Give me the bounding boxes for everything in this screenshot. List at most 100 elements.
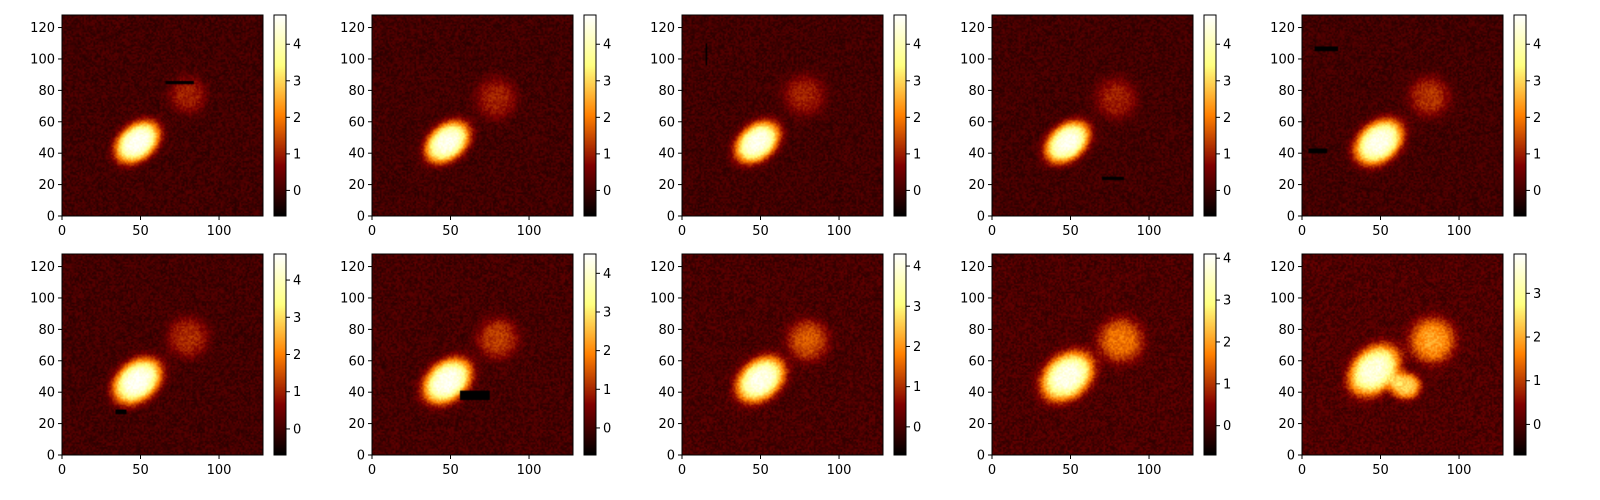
y-tick-label: 120	[650, 21, 675, 36]
colorbar-gradient	[1204, 254, 1216, 455]
colorbar-gradient	[584, 254, 596, 455]
x-tick-label: 50	[1372, 224, 1389, 239]
heatmap-panel-5: 0 50 100 0 20 40 60 80 100 120 0 1 2 3 4	[1270, 14, 1541, 239]
colorbar-tick-label: 2	[293, 348, 301, 363]
colorbar-frame	[893, 14, 907, 217]
y-tick-label: 120	[960, 21, 985, 36]
colorbar-gradient	[584, 15, 596, 216]
x-tick-label: 100	[1447, 463, 1472, 478]
x-tick-label: 0	[988, 224, 996, 239]
colorbar-gradient	[274, 254, 286, 455]
x-tick-label: 50	[1372, 463, 1389, 478]
x-tick-label: 0	[678, 224, 686, 239]
y-tick-label: 100	[340, 52, 365, 67]
x-tick-label: 0	[988, 463, 996, 478]
colorbar-tick-label: 1	[1533, 147, 1541, 162]
colorbar-tick-label: 2	[603, 111, 611, 126]
y-tick-label: 80	[1278, 84, 1295, 99]
x-tick-label: 50	[752, 463, 769, 478]
colorbar-frame	[1203, 253, 1217, 456]
y-tick-label: 80	[38, 84, 55, 99]
heatmap-image	[992, 15, 1193, 216]
x-tick-label: 50	[752, 224, 769, 239]
y-tick-label: 20	[1278, 178, 1295, 193]
y-tick-label: 20	[968, 178, 985, 193]
y-tick-label: 80	[348, 323, 365, 338]
y-tick-label: 80	[38, 323, 55, 338]
heatmap-image	[1302, 15, 1503, 216]
colorbar-gradient	[1204, 15, 1216, 216]
colorbar-gradient	[274, 15, 286, 216]
colorbar-tick-label: 2	[1533, 331, 1541, 346]
x-tick-label: 100	[1447, 224, 1472, 239]
colorbar-frame	[583, 14, 597, 217]
colorbar-tick-label: 2	[1533, 111, 1541, 126]
colorbar-tick-label: 1	[1533, 374, 1541, 389]
y-tick-label: 0	[357, 449, 365, 464]
y-tick-label: 0	[47, 210, 55, 225]
heatmap-image	[62, 254, 263, 455]
colorbar-tick-label: 0	[603, 184, 611, 199]
colorbar-tick-label: 0	[913, 420, 921, 435]
heatmap-image	[372, 254, 573, 455]
colorbar-frame	[893, 253, 907, 456]
y-tick-label: 60	[658, 115, 675, 130]
x-tick-label: 100	[207, 463, 232, 478]
colorbar-tick-label: 4	[1223, 252, 1231, 267]
y-tick-label: 20	[38, 178, 55, 193]
y-tick-label: 60	[968, 354, 985, 369]
x-tick-label: 0	[1298, 463, 1306, 478]
y-tick-label: 20	[348, 178, 365, 193]
y-tick-label: 120	[1270, 260, 1295, 275]
x-tick-label: 0	[1298, 224, 1306, 239]
colorbar-tick-label: 0	[913, 184, 921, 199]
axes-frame	[371, 14, 574, 217]
x-tick-label: 100	[1137, 224, 1162, 239]
colorbar-tick-label: 2	[1223, 111, 1231, 126]
heatmap-panel-9: 0 50 100 0 20 40 60 80 100 120 0 1 2 3 4	[960, 252, 1231, 478]
x-tick-label: 100	[517, 463, 542, 478]
colorbar-tick-label: 0	[1533, 184, 1541, 199]
x-tick-label: 50	[132, 224, 149, 239]
colorbar-tick-label: 1	[603, 383, 611, 398]
y-tick-label: 100	[960, 291, 985, 306]
colorbar-tick-label: 3	[1223, 294, 1231, 309]
y-tick-label: 100	[960, 52, 985, 67]
y-tick-label: 60	[1278, 354, 1295, 369]
axes-frame	[991, 14, 1194, 217]
y-tick-label: 80	[968, 84, 985, 99]
axes-frame	[1301, 253, 1504, 456]
y-tick-label: 100	[1270, 52, 1295, 67]
heatmap-image	[62, 15, 263, 216]
colorbar-tick-label: 3	[1223, 74, 1231, 89]
y-tick-label: 60	[348, 354, 365, 369]
heatmap-image	[682, 254, 883, 455]
y-tick-label: 40	[658, 147, 675, 162]
colorbar-tick-label: 0	[293, 184, 301, 199]
y-tick-label: 120	[650, 260, 675, 275]
colorbar-frame	[273, 14, 287, 217]
colorbar-tick-label: 2	[1223, 335, 1231, 350]
colorbar-tick-label: 1	[293, 385, 301, 400]
colorbar-tick-label: 4	[603, 38, 611, 53]
y-tick-label: 80	[1278, 323, 1295, 338]
colorbar-gradient	[894, 15, 906, 216]
x-tick-label: 100	[517, 224, 542, 239]
colorbar-tick-label: 1	[1223, 377, 1231, 392]
y-tick-label: 40	[38, 386, 55, 401]
colorbar-tick-label: 1	[913, 147, 921, 162]
y-tick-label: 60	[348, 115, 365, 130]
colorbar-tick-label: 4	[293, 274, 301, 289]
x-tick-label: 0	[58, 463, 66, 478]
x-tick-label: 100	[1137, 463, 1162, 478]
y-tick-label: 0	[1287, 210, 1295, 225]
y-tick-label: 0	[977, 449, 985, 464]
axes-frame	[61, 253, 264, 456]
colorbar-tick-label: 4	[603, 267, 611, 282]
colorbar-tick-label: 3	[603, 305, 611, 320]
y-tick-label: 120	[30, 21, 55, 36]
axes-frame	[371, 253, 574, 456]
y-tick-label: 60	[38, 115, 55, 130]
colorbar-tick-label: 3	[603, 74, 611, 89]
y-tick-label: 0	[667, 210, 675, 225]
